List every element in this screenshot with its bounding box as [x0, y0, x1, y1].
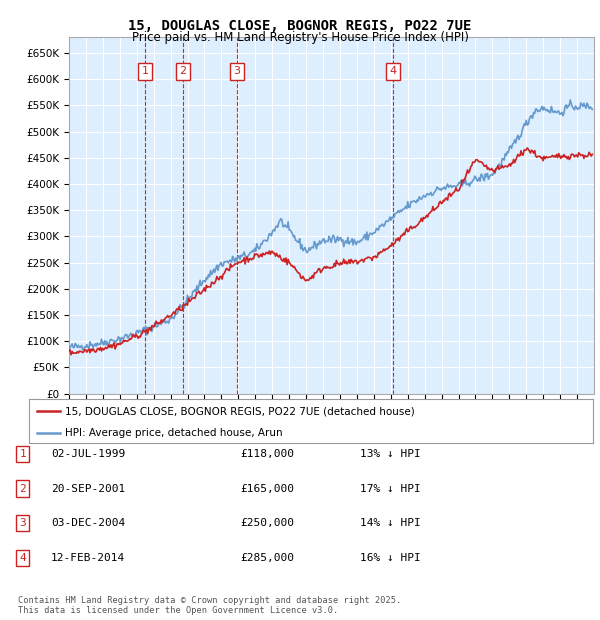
Text: 3: 3 [19, 518, 26, 528]
Text: 17% ↓ HPI: 17% ↓ HPI [360, 484, 421, 494]
Text: 3: 3 [233, 66, 241, 76]
Text: £250,000: £250,000 [240, 518, 294, 528]
Text: HPI: Average price, detached house, Arun: HPI: Average price, detached house, Arun [65, 428, 283, 438]
Text: 4: 4 [19, 553, 26, 563]
Text: 2: 2 [179, 66, 187, 76]
Text: 20-SEP-2001: 20-SEP-2001 [51, 484, 125, 494]
Text: 12-FEB-2014: 12-FEB-2014 [51, 553, 125, 563]
Text: Contains HM Land Registry data © Crown copyright and database right 2025.
This d: Contains HM Land Registry data © Crown c… [18, 596, 401, 615]
Text: 03-DEC-2004: 03-DEC-2004 [51, 518, 125, 528]
Text: £165,000: £165,000 [240, 484, 294, 494]
Text: £118,000: £118,000 [240, 449, 294, 459]
Text: £285,000: £285,000 [240, 553, 294, 563]
Text: 15, DOUGLAS CLOSE, BOGNOR REGIS, PO22 7UE: 15, DOUGLAS CLOSE, BOGNOR REGIS, PO22 7U… [128, 19, 472, 33]
Text: 14% ↓ HPI: 14% ↓ HPI [360, 518, 421, 528]
Text: 1: 1 [19, 449, 26, 459]
Text: 4: 4 [389, 66, 397, 76]
Text: 16% ↓ HPI: 16% ↓ HPI [360, 553, 421, 563]
Text: 1: 1 [142, 66, 149, 76]
Text: 13% ↓ HPI: 13% ↓ HPI [360, 449, 421, 459]
Text: 15, DOUGLAS CLOSE, BOGNOR REGIS, PO22 7UE (detached house): 15, DOUGLAS CLOSE, BOGNOR REGIS, PO22 7U… [65, 406, 415, 416]
Text: 2: 2 [19, 484, 26, 494]
Text: 02-JUL-1999: 02-JUL-1999 [51, 449, 125, 459]
Text: Price paid vs. HM Land Registry's House Price Index (HPI): Price paid vs. HM Land Registry's House … [131, 31, 469, 44]
